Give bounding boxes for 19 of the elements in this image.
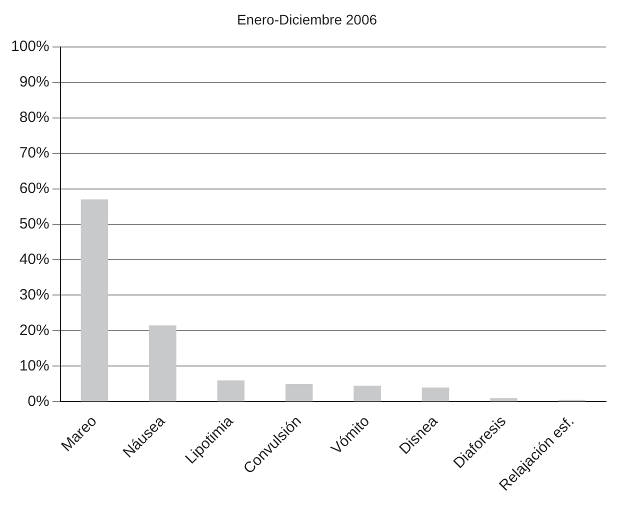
y-tick-label: 80% [19, 108, 50, 126]
y-tick-label: 0% [28, 392, 50, 410]
y-tick-label: 40% [19, 250, 50, 268]
y-tick-label: 60% [19, 180, 50, 197]
y-tick-label: 50% [19, 215, 50, 232]
bar [80, 199, 108, 402]
bar [354, 386, 381, 402]
bar [149, 325, 176, 402]
bar [217, 380, 245, 402]
bar [422, 388, 450, 402]
y-tick-label: 30% [19, 286, 50, 304]
y-tick-label: 70% [19, 144, 50, 162]
y-tick-label: 10% [19, 357, 50, 374]
bar [285, 384, 313, 402]
y-tick-label: 100% [10, 38, 50, 55]
y-tick-label: 20% [19, 322, 50, 339]
bar [490, 398, 518, 402]
chart-title: Enero-Diciembre 2006 [236, 11, 378, 28]
y-tick-label: 90% [19, 73, 50, 90]
